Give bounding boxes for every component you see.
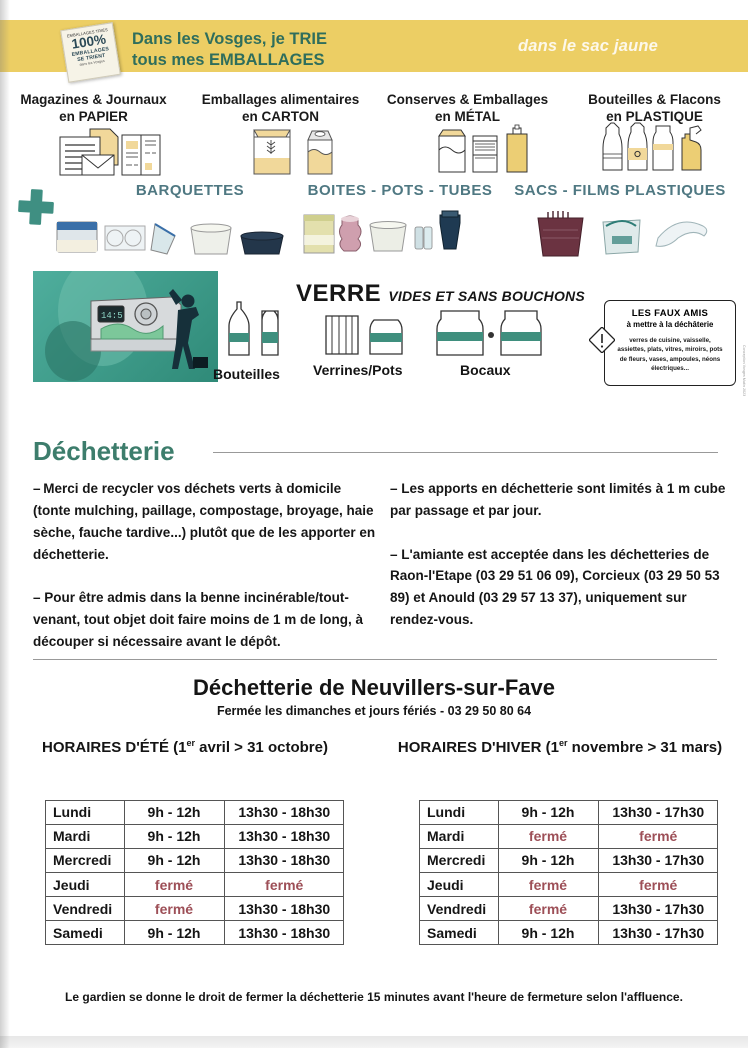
svg-text:14:5: 14:5 bbox=[101, 311, 123, 321]
